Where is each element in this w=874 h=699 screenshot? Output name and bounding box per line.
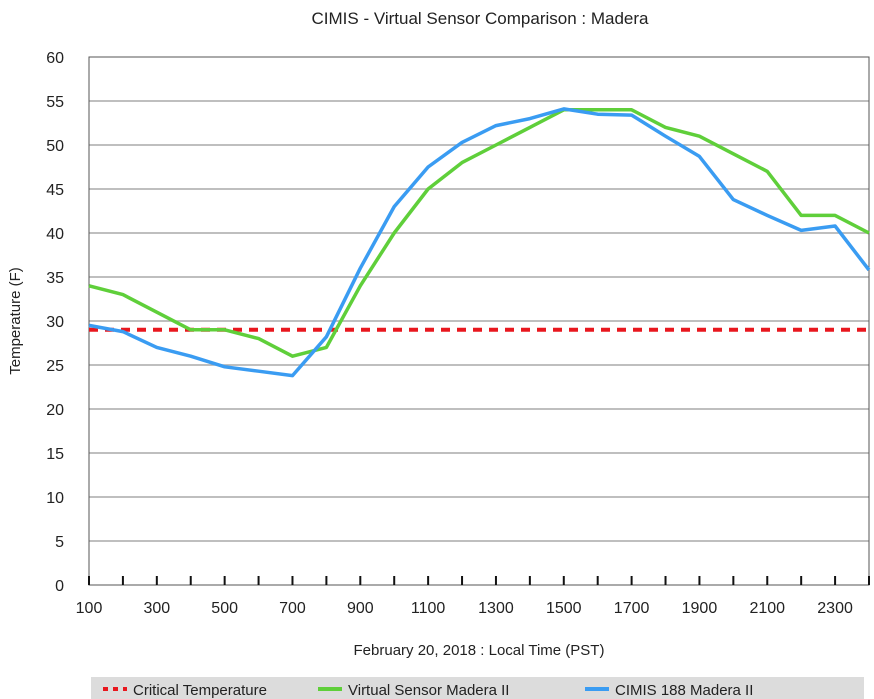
grid — [89, 100, 869, 542]
y-tick-label: 55 — [46, 94, 64, 111]
y-tick-label: 45 — [46, 182, 64, 199]
x-tick-label: 700 — [279, 600, 306, 617]
x-tick-marks — [88, 576, 870, 585]
y-axis-label: Temperature (F) — [7, 267, 24, 375]
legend-label: Virtual Sensor Madera II — [348, 682, 509, 699]
x-axis-label: February 20, 2018 : Local Time (PST) — [354, 642, 605, 659]
y-tick-label: 35 — [46, 270, 64, 287]
y-tick-label: 25 — [46, 358, 64, 375]
y-tick-label: 5 — [55, 534, 64, 551]
y-tick-label: 0 — [55, 578, 64, 595]
plot-frame — [88, 56, 870, 586]
legend-label: CIMIS 188 Madera II — [615, 682, 753, 699]
y-tick-label: 15 — [46, 446, 64, 463]
series-lines — [88, 107, 871, 378]
x-tick-label: 500 — [211, 600, 238, 617]
chart-title: CIMIS - Virtual Sensor Comparison : Made… — [312, 9, 650, 28]
y-tick-labels: 0 5 10 15 20 25 30 35 40 45 50 55 60 — [46, 50, 64, 595]
series-line-1 — [88, 108, 870, 358]
x-tick-labels: 100 300 500 700 900 1100 1300 1500 1700 1900 2100 2… — [76, 600, 853, 617]
legend-background — [91, 677, 864, 699]
y-tick-label: 60 — [46, 50, 64, 67]
x-tick-label: 900 — [347, 600, 374, 617]
x-tick-label: 300 — [143, 600, 170, 617]
y-tick-label: 50 — [46, 138, 64, 155]
y-tick-label: 20 — [46, 402, 64, 419]
x-tick-label: 1100 — [411, 600, 446, 617]
x-tick-label: 1500 — [546, 600, 582, 617]
series-line-2 — [88, 107, 871, 378]
x-tick-label: 1700 — [614, 600, 650, 617]
y-tick-label: 40 — [46, 226, 64, 243]
x-tick-label: 1900 — [682, 600, 718, 617]
x-tick-label: 1300 — [478, 600, 514, 617]
x-tick-label: 2100 — [749, 600, 785, 617]
y-tick-label: 30 — [46, 314, 64, 331]
x-tick-label: 100 — [76, 600, 103, 617]
x-tick-label: 2300 — [817, 600, 853, 617]
legend: Critical Temperature Virtual Sensor Mader… — [103, 682, 753, 699]
legend-label: Critical Temperature — [133, 682, 267, 699]
y-tick-label: 10 — [46, 490, 64, 507]
